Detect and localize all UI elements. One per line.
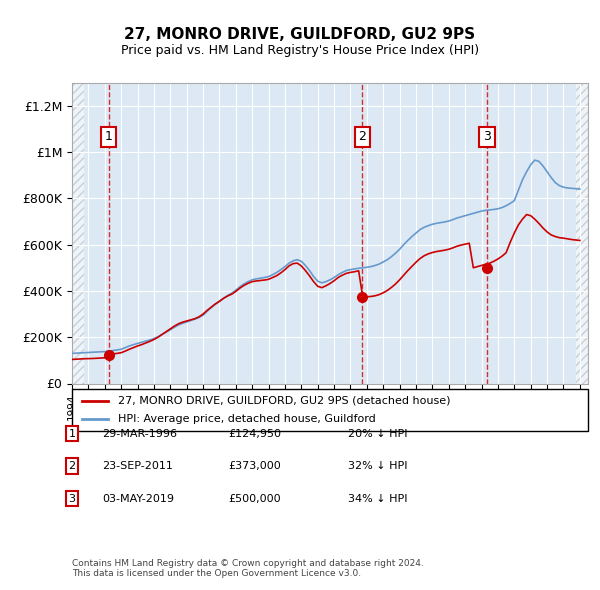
Text: 2: 2 — [358, 130, 367, 143]
Text: HPI: Average price, detached house, Guildford: HPI: Average price, detached house, Guil… — [118, 414, 376, 424]
Bar — [576, 83, 588, 384]
Text: 29-MAR-1996: 29-MAR-1996 — [102, 429, 177, 438]
Text: 3: 3 — [68, 494, 76, 503]
Text: 3: 3 — [483, 130, 491, 143]
Text: £124,950: £124,950 — [228, 429, 281, 438]
Text: £373,000: £373,000 — [228, 461, 281, 471]
Text: £500,000: £500,000 — [228, 494, 281, 503]
Text: 27, MONRO DRIVE, GUILDFORD, GU2 9PS: 27, MONRO DRIVE, GUILDFORD, GU2 9PS — [124, 27, 476, 41]
Text: 1: 1 — [68, 429, 76, 438]
Text: 27, MONRO DRIVE, GUILDFORD, GU2 9PS (detached house): 27, MONRO DRIVE, GUILDFORD, GU2 9PS (det… — [118, 396, 451, 406]
Text: Contains HM Land Registry data © Crown copyright and database right 2024.
This d: Contains HM Land Registry data © Crown c… — [72, 559, 424, 578]
Bar — [72, 83, 84, 384]
Text: 20% ↓ HPI: 20% ↓ HPI — [348, 429, 407, 438]
Text: 03-MAY-2019: 03-MAY-2019 — [102, 494, 174, 503]
FancyBboxPatch shape — [72, 389, 588, 431]
Text: 23-SEP-2011: 23-SEP-2011 — [102, 461, 173, 471]
Text: Price paid vs. HM Land Registry's House Price Index (HPI): Price paid vs. HM Land Registry's House … — [121, 44, 479, 57]
Text: 1: 1 — [105, 130, 113, 143]
Text: 34% ↓ HPI: 34% ↓ HPI — [348, 494, 407, 503]
Text: 32% ↓ HPI: 32% ↓ HPI — [348, 461, 407, 471]
Text: 2: 2 — [68, 461, 76, 471]
